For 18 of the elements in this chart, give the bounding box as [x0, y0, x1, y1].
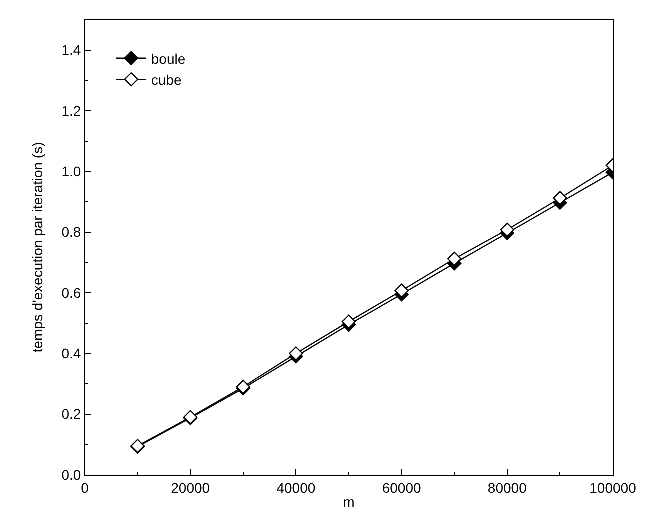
y-tick-label: 0.6 [62, 284, 82, 301]
x-tick-label: 80000 [488, 480, 528, 496]
x-tick-label: 100000 [590, 480, 637, 496]
y-tick-label: 1.4 [62, 42, 82, 58]
y-axis-title: temps d'execution par iteration (s) [29, 142, 46, 353]
y-tick-label: 0.2 [62, 406, 82, 422]
legend-label: cube [151, 72, 182, 88]
y-tick-label: 1.0 [62, 164, 82, 180]
x-tick-label: 20000 [171, 480, 210, 496]
y-tick-label: 0.8 [62, 224, 82, 240]
x-tick-label: 0 [81, 480, 90, 496]
y-tick-label: 1.2 [62, 102, 82, 119]
x-tick-label: 40000 [276, 480, 316, 496]
y-tick-label: 0.0 [62, 466, 82, 483]
legend-label: boule [151, 50, 186, 67]
y-tick-label: 0.4 [62, 346, 82, 362]
x-axis-title: m [343, 494, 355, 510]
x-tick-label: 60000 [382, 480, 422, 496]
